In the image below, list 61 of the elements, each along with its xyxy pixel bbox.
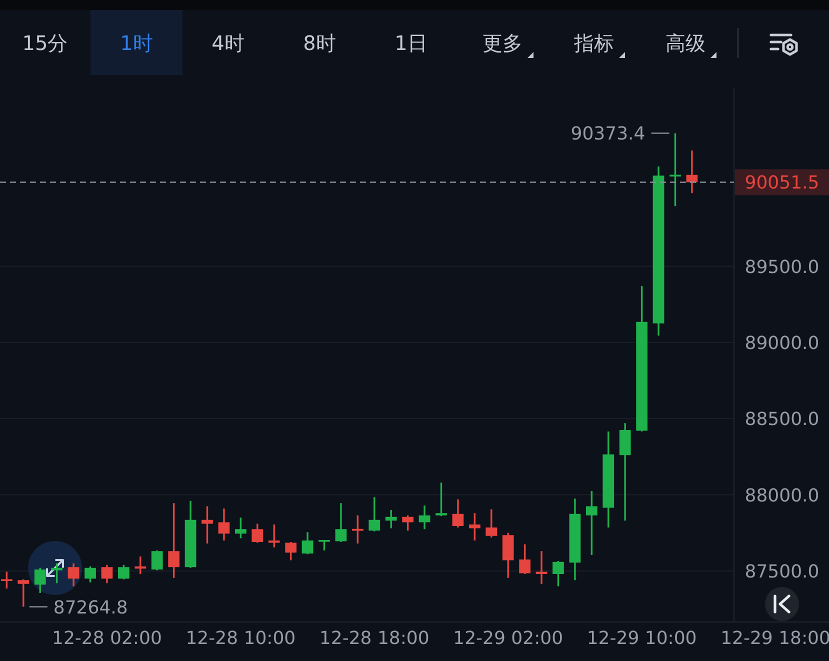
candlestick (468, 513, 480, 540)
tab-label: 4时 (212, 31, 244, 55)
candlestick (418, 505, 430, 530)
candlestick (84, 566, 96, 582)
x-tick-label: 12-28 18:00 (319, 628, 430, 649)
candlestick (184, 500, 196, 568)
candlestick (368, 497, 380, 532)
candlestick (519, 544, 530, 574)
candlestick (402, 515, 414, 531)
candlestick (318, 540, 330, 550)
candlestick (335, 503, 347, 542)
annotation: 90373.4 (570, 124, 646, 145)
candlestick (586, 490, 598, 555)
candlestick (252, 524, 264, 543)
x-tick-label: 12-29 10:00 (586, 628, 697, 649)
candlestick (436, 482, 447, 516)
y-tick-label: 89000.0 (744, 332, 820, 354)
y-tick-label: 87500.0 (744, 561, 820, 582)
x-tick-label: 12-28 02:00 (52, 628, 162, 649)
candlestick (502, 532, 514, 578)
tab-label: 高级 (666, 31, 706, 55)
candlestick (385, 510, 397, 528)
tab-label: 1日 (394, 31, 428, 55)
candlestick (285, 542, 296, 560)
y-tick-label: 89500.0 (744, 256, 820, 278)
candlestick (569, 498, 581, 580)
x-tick-label: 12-29 02:00 (453, 628, 564, 649)
tab-label: 更多 (482, 31, 522, 55)
candlestick (670, 133, 681, 206)
tab-selected: 1时 (90, 10, 182, 75)
tab-label: 15分 (22, 31, 68, 55)
tab-label: 8时 (303, 31, 336, 55)
candlestick (151, 550, 163, 570)
candlestick (202, 506, 213, 544)
candlestick (486, 509, 498, 538)
candlestick (18, 579, 30, 607)
candlestick (101, 564, 113, 584)
candlestick (118, 564, 130, 580)
candlestick (268, 524, 280, 548)
candlestick (234, 518, 246, 538)
candlestick (602, 432, 614, 528)
candlestick (686, 150, 698, 194)
candlestick (218, 508, 230, 540)
candlestick (302, 532, 314, 554)
annotation: 87264.8 (53, 597, 128, 618)
candlestick (452, 499, 464, 528)
candlestick (552, 561, 564, 586)
candlestick (168, 503, 180, 578)
x-tick-label: 12-29 18:00 (720, 628, 829, 649)
candlestick (68, 563, 80, 586)
candlestick (652, 166, 664, 336)
tab-label: 指标 (574, 31, 614, 55)
ref-line-label: 90051.5 (744, 172, 820, 194)
candlestick (34, 568, 46, 594)
y-tick-label: 88500.0 (744, 409, 820, 430)
y-tick-label: 88000.0 (744, 485, 820, 506)
x-tick-label: 12-28 10:00 (186, 628, 296, 649)
candlestick (536, 551, 548, 584)
candlestick (636, 286, 648, 432)
candlestick (1, 572, 12, 588)
candlestick (619, 423, 631, 521)
